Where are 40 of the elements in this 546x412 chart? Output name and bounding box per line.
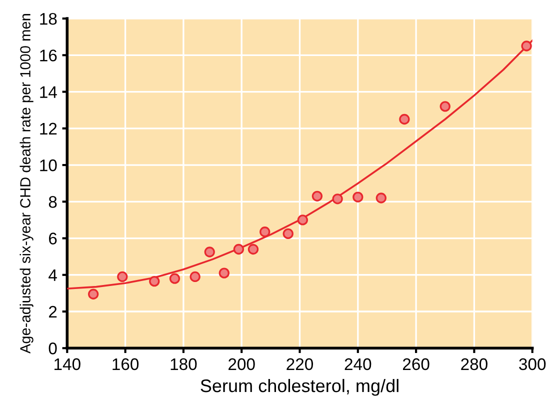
point [399,114,410,125]
y-tick-label: 2 [49,306,57,318]
x-tick-label: 160 [112,358,139,370]
point [282,228,294,240]
point [204,246,215,258]
point [312,190,323,202]
point [248,244,259,255]
x-tick-label: 240 [344,358,372,370]
point [169,273,180,284]
point [117,271,128,282]
point [440,101,450,112]
point [297,214,308,226]
y-tick-label: 12 [40,122,57,134]
y-tick-label: 16 [40,50,57,62]
x-tick-label: 260 [402,358,430,370]
y-tick-label: 6 [49,232,57,244]
x-tick-label: 180 [170,358,197,370]
point [190,271,200,282]
point [332,194,343,204]
y-tick-label: 18 [40,12,57,25]
point [352,192,364,202]
x-tick-label: 280 [461,358,488,370]
x-tick-label: 140 [54,358,80,370]
point [149,276,160,287]
x-axis-title: Serum cholesterol, mg/dl [200,378,398,396]
y-tick-label: 10 [40,159,57,172]
point [260,226,270,238]
x-tick-label: 200 [228,358,255,370]
point [233,244,244,255]
y-axis-title: Age-adjusted six-year CHD death rate per 1000 men [20,14,34,354]
y-tick-label: 0 [48,342,57,354]
x-tick-label: 220 [286,358,314,370]
y-tick-label: 8 [48,196,57,208]
y-tick-label: 14 [40,86,57,98]
point [521,40,532,52]
point [88,288,99,300]
point [218,268,230,278]
y-tick-label: 4 [48,269,57,281]
x-tick-label: 300 [519,358,546,370]
point [376,192,386,204]
